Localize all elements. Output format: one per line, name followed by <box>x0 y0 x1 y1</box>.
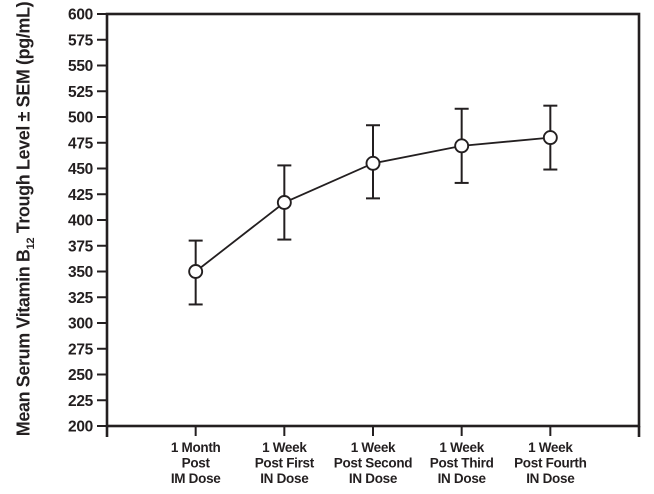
y-axis-label-subscript: 12 <box>25 237 38 250</box>
y-axis-label-pre: Mean Serum Vitamin B <box>13 249 34 437</box>
x-category-label: 1 Week Post Fourth IN Dose <box>514 440 586 486</box>
y-tick-label: 325 <box>68 290 94 307</box>
y-tick-label: 375 <box>68 238 94 255</box>
y-axis-label: Mean Serum Vitamin B12 Trough Level ± SE… <box>13 1 38 437</box>
y-tick-label: 200 <box>68 419 93 436</box>
data-point-marker <box>454 138 470 154</box>
x-category-label-line: Post Fourth <box>514 455 586 470</box>
x-category-label: 1 Week Post Second IN Dose <box>334 440 413 486</box>
plot-frame <box>105 12 641 428</box>
y-tick-label: 525 <box>68 84 94 101</box>
x-category-label-line: 1 Week <box>262 440 307 455</box>
y-tick-label: 575 <box>68 32 94 49</box>
x-category-label-line: Post First <box>255 455 315 470</box>
data-point-marker <box>276 195 292 210</box>
data-point-marker <box>365 155 381 171</box>
x-category-label-line: IN Dose <box>260 471 309 486</box>
y-tick-label: 350 <box>68 264 93 281</box>
x-category-label-line: IN Dose <box>438 471 487 486</box>
x-category-label-line: Post <box>182 455 211 470</box>
x-category-label-line: Post Second <box>334 455 413 470</box>
x-category-label-line: Post Third <box>430 455 494 470</box>
y-tick-label: 450 <box>68 161 93 178</box>
x-category-label: 1 Week Post First IN Dose <box>255 440 315 486</box>
data-point-marker <box>188 264 204 279</box>
y-tick-label: 275 <box>68 341 94 358</box>
data-point-marker <box>542 130 558 146</box>
x-category-label-line: 1 Week <box>528 440 573 455</box>
y-tick-label: 250 <box>68 367 93 384</box>
x-category-label-line: IN Dose <box>349 471 398 486</box>
y-tick-label: 550 <box>68 58 93 75</box>
y-tick-label: 225 <box>68 393 94 410</box>
y-axis-label-post: Trough Level ± SEM (pg/mL) <box>13 1 34 238</box>
x-category-label-line: 1 Week <box>351 440 396 455</box>
y-tick-label: 400 <box>68 213 93 230</box>
y-tick-label: 600 <box>68 7 93 24</box>
x-category-label-line: 1 Week <box>439 440 484 455</box>
x-category-label-line: IN Dose <box>526 471 575 486</box>
y-tick-label: 500 <box>68 110 93 127</box>
y-tick-label: 425 <box>68 187 94 204</box>
x-category-label-line: IM Dose <box>171 471 221 486</box>
y-tick-label: 475 <box>68 135 94 152</box>
x-category-label-line: 1 Month <box>171 440 221 455</box>
x-category-label: 1 Week Post Third IN Dose <box>430 440 494 486</box>
y-tick-label: 300 <box>68 316 93 333</box>
x-category-label: 1 Month Post IM Dose <box>171 440 221 486</box>
